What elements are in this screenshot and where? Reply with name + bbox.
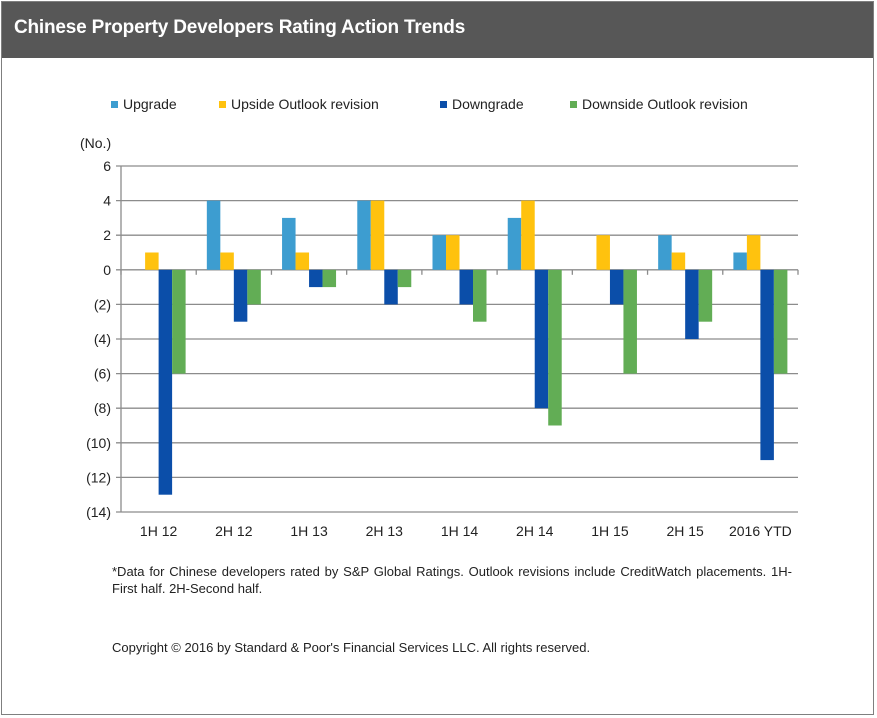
legend-label-downgrade: Downgrade	[452, 96, 524, 112]
bar-downside-outlook-revision	[773, 269, 788, 374]
y-tick-label: (4)	[94, 331, 111, 347]
bar-downgrade	[760, 269, 774, 461]
bar-downgrade	[384, 269, 398, 305]
y-tick-label: 0	[103, 262, 111, 278]
bar-downgrade	[309, 269, 323, 288]
legend: Upgrade Upside Outlook revision Downgrad…	[0, 96, 877, 116]
footnote: *Data for Chinese developers rated by S&…	[112, 564, 792, 596]
bar-upgrade	[733, 252, 747, 270]
bar-upgrade	[282, 217, 296, 270]
x-tick-label: 2H 12	[215, 523, 253, 539]
bar-downgrade	[233, 269, 248, 322]
y-tick-label: (14)	[86, 504, 111, 520]
bar-downside-outlook-revision	[548, 269, 562, 426]
bar-upside-outlook-revision	[446, 235, 460, 270]
legend-swatch-downgrade	[440, 100, 447, 108]
bar-downside-outlook-revision	[623, 269, 637, 374]
legend-label-downside-outlook: Downside Outlook revision	[582, 96, 748, 112]
bar-downgrade	[534, 269, 549, 409]
bar-upside-outlook-revision	[746, 235, 761, 270]
bar-upside-outlook-revision	[370, 200, 385, 270]
x-tick-label: 2H 13	[366, 523, 404, 539]
y-tick-label: 4	[103, 193, 111, 209]
y-tick-label: (12)	[86, 469, 111, 485]
y-tick-label: (8)	[94, 400, 111, 416]
header-bar: Chinese Property Developers Rating Actio…	[2, 2, 873, 58]
bar-upgrade	[206, 200, 221, 270]
legend-swatch-upside-outlook	[219, 100, 226, 108]
legend-label-upgrade: Upgrade	[123, 96, 177, 112]
bar-downgrade	[459, 269, 473, 305]
y-tick-label: (10)	[86, 435, 111, 451]
y-axis-unit-label: (No.)	[80, 135, 111, 151]
y-tick-label: (2)	[94, 296, 111, 312]
bar-downside-outlook-revision	[473, 269, 487, 322]
bar-downside-outlook-revision	[397, 269, 412, 288]
bar-upside-outlook-revision	[671, 252, 686, 270]
legend-swatch-downside-outlook	[570, 100, 577, 108]
legend-item-downside-outlook: Downside Outlook revision	[570, 96, 748, 112]
x-tick-label: 1H 15	[591, 523, 629, 539]
bar-upgrade	[357, 200, 371, 270]
y-tick-label: (6)	[94, 366, 111, 382]
bar-downside-outlook-revision	[172, 269, 186, 374]
x-tick-label: 1H 13	[290, 523, 328, 539]
bar-upside-outlook-revision	[145, 252, 159, 270]
y-tick-label: 2	[103, 227, 111, 243]
legend-item-upside-outlook: Upside Outlook revision	[219, 96, 379, 112]
bar-downgrade	[158, 269, 173, 495]
legend-swatch-upgrade	[111, 100, 118, 108]
bar-chart: (No.) 6 4 2 0 (2) (4) (6) (8) (10) (12) (14) 1H 12 2H…	[80, 135, 799, 539]
bar-downside-outlook-revision	[247, 269, 261, 305]
x-tick-label: 2H 15	[666, 523, 704, 539]
legend-item-downgrade: Downgrade	[440, 96, 524, 112]
bar-downgrade	[609, 269, 624, 305]
y-tick-label: 6	[103, 158, 111, 174]
bar-upside-outlook-revision	[220, 252, 234, 270]
x-tick-label: 1H 12	[140, 523, 178, 539]
x-tick-label: 2016 YTD	[729, 523, 792, 539]
bar-downside-outlook-revision	[698, 269, 713, 322]
bar-upgrade	[432, 235, 446, 270]
legend-item-upgrade: Upgrade	[111, 96, 177, 112]
x-tick-label: 2H 14	[516, 523, 554, 539]
bar-upgrade	[507, 217, 522, 270]
bar-upside-outlook-revision	[596, 235, 610, 270]
legend-label-upside-outlook: Upside Outlook revision	[231, 96, 379, 112]
bar-downside-outlook-revision	[322, 269, 337, 288]
x-tick-label: 1H 14	[441, 523, 479, 539]
copyright: Copyright © 2016 by Standard & Poor's Fi…	[112, 640, 591, 655]
bar-upside-outlook-revision	[295, 252, 310, 270]
bar-downgrade	[685, 269, 699, 339]
bar-upgrade	[658, 235, 672, 270]
bar-upside-outlook-revision	[521, 200, 535, 270]
chart-title: Chinese Property Developers Rating Actio…	[14, 17, 466, 38]
